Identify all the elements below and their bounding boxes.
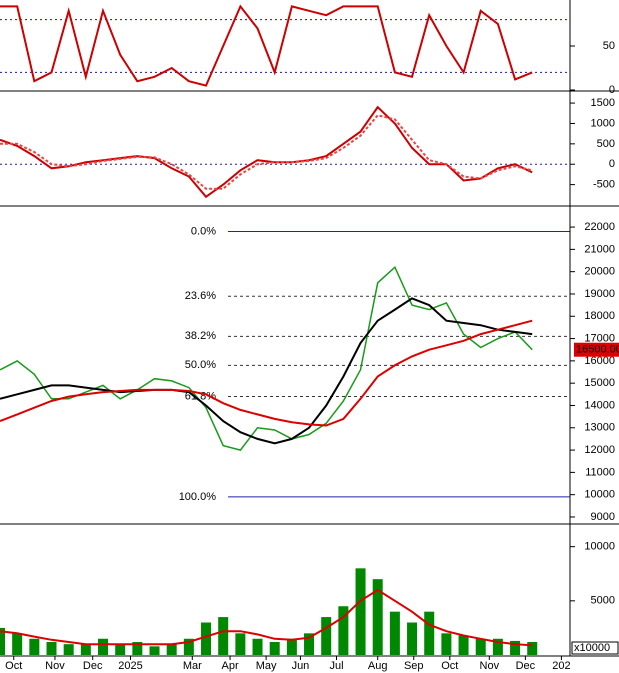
unit-label: x10000	[574, 642, 610, 654]
volume-bar	[441, 633, 452, 655]
fib-label: 61.8%	[185, 390, 216, 402]
last-price-box	[574, 342, 619, 357]
volume-bar	[286, 638, 297, 655]
y-tick-label: 22000	[584, 221, 615, 233]
x-tick-label: Sep	[404, 660, 424, 672]
x-tick-label: Dec	[516, 660, 536, 672]
x-tick-label: Jun	[292, 660, 310, 672]
volume-bar	[132, 642, 143, 655]
volume-bar	[0, 627, 5, 655]
y-tick-label: 21000	[584, 243, 615, 255]
series-line	[0, 588, 533, 647]
volume-bar	[458, 635, 469, 655]
y-tick-label: 14000	[584, 399, 615, 411]
y-tick-label: 16000	[584, 355, 615, 367]
volume-bar	[475, 638, 486, 655]
volume-bar	[372, 579, 383, 655]
volume-bar	[149, 646, 160, 655]
volume-bar	[424, 611, 435, 655]
x-tick-label: Nov	[480, 660, 500, 672]
series-line	[0, 105, 533, 199]
y-tick-label: 11000	[585, 466, 615, 478]
x-tick-label: Dec	[83, 660, 103, 672]
fib-label: 23.6%	[185, 290, 216, 302]
y-tick-label: 10000	[584, 541, 615, 553]
x-tick-label: Aug	[368, 660, 388, 672]
y-tick-label: 12000	[584, 444, 615, 456]
y-tick-label: 19000	[584, 288, 615, 300]
fib-label: 38.2%	[185, 330, 216, 342]
series-line	[0, 319, 533, 427]
series-line	[0, 114, 533, 190]
x-tick-label: 202	[552, 660, 570, 672]
y-tick-label: 9000	[591, 511, 615, 523]
y-tick-label: 1500	[591, 97, 615, 109]
volume-bar	[389, 611, 400, 655]
volume-bar	[269, 642, 280, 655]
volume-bar	[304, 633, 315, 655]
y-tick-label: -500	[593, 179, 615, 191]
x-tick-label: Oct	[5, 660, 22, 672]
volume-bar	[166, 644, 177, 655]
volume-bar	[252, 638, 263, 655]
fib-label: 0.0%	[191, 225, 216, 237]
y-tick-label: 5000	[591, 595, 615, 607]
x-tick-label: May	[256, 660, 277, 672]
x-tick-label: Oct	[441, 660, 458, 672]
volume-bar	[338, 606, 349, 655]
volume-bar	[201, 622, 212, 655]
volume-bar	[235, 633, 246, 655]
volume-bar	[527, 642, 538, 655]
volume-bar	[492, 638, 503, 655]
volume-bar	[98, 638, 109, 655]
y-tick-label: 1000	[591, 117, 615, 129]
volume-bar	[218, 617, 229, 655]
volume-bar	[80, 644, 91, 655]
volume-bar	[12, 633, 23, 655]
volume-bar	[29, 638, 40, 655]
y-tick-label: 18000	[584, 310, 615, 322]
fib-label: 50.0%	[185, 359, 216, 371]
volume-bar	[510, 640, 521, 655]
volume-bar	[63, 644, 74, 655]
x-tick-label: 2025	[118, 660, 142, 672]
series-line	[0, 297, 533, 445]
x-tick-label: Mar	[183, 660, 202, 672]
volume-bar	[115, 644, 126, 655]
volume-bar	[407, 622, 418, 655]
fib-label: 100.0%	[179, 491, 217, 503]
y-tick-label: 17000	[584, 332, 615, 344]
y-tick-label: 13000	[584, 422, 615, 434]
y-tick-label: 500	[597, 138, 615, 150]
x-tick-label: Nov	[45, 660, 65, 672]
y-tick-label: 15000	[584, 377, 615, 389]
y-tick-label: 10000	[584, 489, 615, 501]
x-tick-label: Apr	[221, 660, 238, 672]
series-line	[0, 265, 533, 451]
volume-bar	[46, 642, 57, 655]
unit-box	[571, 641, 619, 655]
y-tick-label: 0	[609, 84, 615, 96]
y-tick-label: 20000	[584, 266, 615, 278]
volume-bar	[355, 568, 366, 655]
x-tick-label: Jul	[329, 660, 343, 672]
volume-bar	[321, 617, 332, 655]
y-tick-label: 0	[609, 158, 615, 170]
y-tick-label: 50	[603, 40, 615, 52]
series-line	[0, 4, 533, 87]
volume-bar	[183, 638, 194, 655]
last-price-label: 16500.00	[576, 344, 619, 356]
